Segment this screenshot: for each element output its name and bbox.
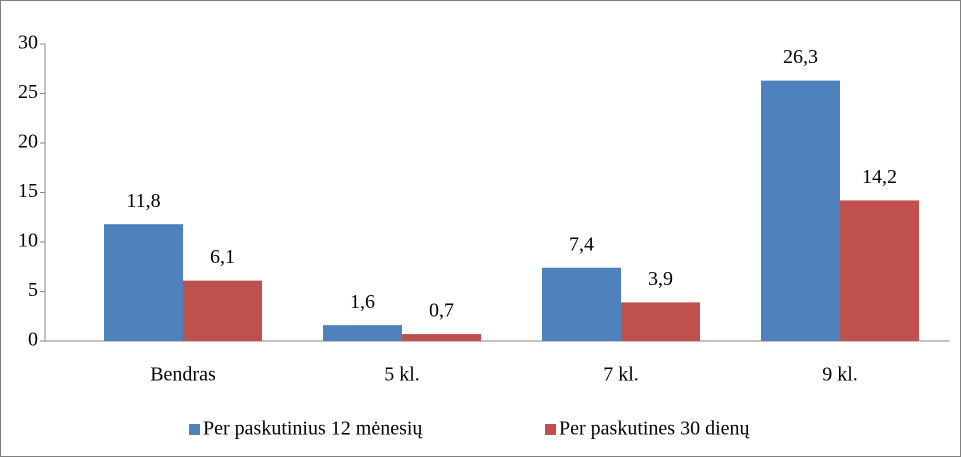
x-tick-label: Bendras [150, 364, 216, 386]
bar [542, 267, 621, 341]
bar [323, 325, 402, 341]
bar [183, 280, 262, 341]
value-label: 6,1 [210, 246, 235, 268]
x-tick-label: 7 kl. [603, 364, 639, 386]
y-tick-label: 30 [18, 32, 38, 54]
legend-swatch [189, 424, 200, 435]
bar [840, 200, 919, 341]
value-label: 0,7 [429, 300, 454, 322]
y-tick-label: 25 [18, 81, 38, 103]
value-label: 7,4 [569, 233, 594, 255]
value-label: 3,9 [648, 268, 673, 290]
bar [761, 80, 840, 341]
bar [402, 334, 481, 341]
legend-label: Per paskutinius 12 mėnesių [203, 418, 423, 440]
value-label: 14,2 [862, 166, 897, 188]
value-label: 11,8 [126, 190, 160, 212]
y-tick-label: 20 [18, 131, 38, 153]
bar [104, 224, 183, 341]
y-tick-label: 10 [18, 230, 38, 252]
x-tick-label: 9 kl. [822, 364, 858, 386]
x-tick-label: 5 kl. [384, 364, 420, 386]
y-tick-label: 15 [18, 180, 38, 202]
y-tick-label: 5 [28, 279, 38, 301]
legend-label: Per paskutines 30 dienų [559, 418, 751, 440]
legend-swatch [545, 424, 556, 435]
y-tick-label: 0 [28, 329, 38, 351]
bar [621, 302, 700, 341]
value-label: 1,6 [350, 291, 375, 313]
value-label: 26,3 [783, 46, 818, 68]
